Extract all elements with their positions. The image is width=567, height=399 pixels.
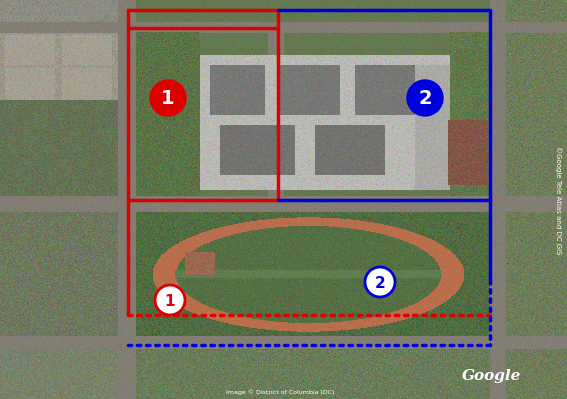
Circle shape (155, 285, 185, 315)
Circle shape (150, 80, 186, 116)
Circle shape (407, 80, 443, 116)
Text: Google: Google (462, 369, 522, 383)
Circle shape (365, 267, 395, 297)
Text: 2: 2 (375, 275, 386, 290)
Text: Image © District of Columbia (DC): Image © District of Columbia (DC) (226, 389, 335, 395)
Text: ©Google Tele Atlas and DC GIS: ©Google Tele Atlas and DC GIS (555, 146, 561, 254)
Text: 1: 1 (165, 294, 175, 308)
Text: 2: 2 (418, 89, 432, 109)
Text: 1: 1 (161, 89, 175, 109)
